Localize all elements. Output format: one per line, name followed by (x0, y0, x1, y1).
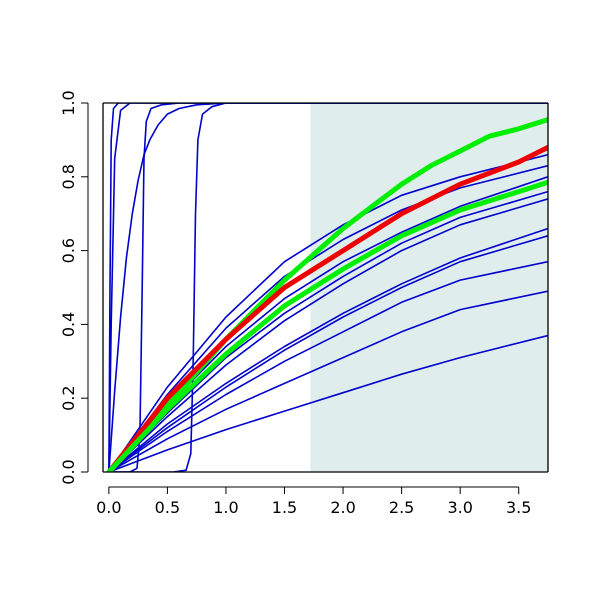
y-tick-label: 0.4 (59, 312, 78, 337)
series-line-17 (106, 144, 548, 472)
shaded-region (310, 103, 548, 472)
y-tick-label: 1.0 (59, 90, 78, 115)
axis-layer: 0.0 0.5 1.0 1.5 2.0 2.5 3.0 3.5 0.0 0.2 0.4 0.6 0.8 1… (59, 90, 531, 517)
series-line-14 (108, 290, 548, 472)
x-tick-label: 3.0 (447, 498, 472, 517)
x-tick-label: 2.5 (389, 498, 414, 517)
x-tick-label: 2.0 (330, 498, 355, 517)
series-line-16 (106, 117, 548, 472)
series-line-1 (108, 103, 548, 472)
y-tick-label: 0.8 (59, 164, 78, 189)
series-line-9 (108, 190, 548, 472)
series-line-15 (108, 334, 548, 472)
x-tick-label: 0.5 (155, 498, 180, 517)
x-tick-label: 1.5 (272, 498, 297, 517)
y-tick-label: 0.6 (59, 238, 78, 263)
y-tick-label: 0.2 (59, 385, 78, 410)
series-line-2 (108, 103, 548, 472)
series-line-3 (108, 103, 548, 472)
x-tick-label: 1.0 (213, 498, 238, 517)
series-line-18 (106, 179, 548, 472)
series-line-12 (108, 235, 548, 472)
series-line-4 (108, 103, 548, 472)
plot-frame-layer (102, 102, 549, 473)
series-line-11 (108, 227, 548, 472)
series-line-5 (108, 103, 548, 472)
series-line-13 (108, 260, 548, 472)
shaded-region-layer (310, 103, 548, 472)
x-tick-label: 0.0 (96, 498, 121, 517)
series-line-6 (108, 153, 548, 472)
series-layer (106, 103, 548, 472)
series-line-10 (108, 198, 548, 472)
y-tick-label: 0.0 (59, 459, 78, 484)
x-tick-label: 3.5 (506, 498, 531, 517)
